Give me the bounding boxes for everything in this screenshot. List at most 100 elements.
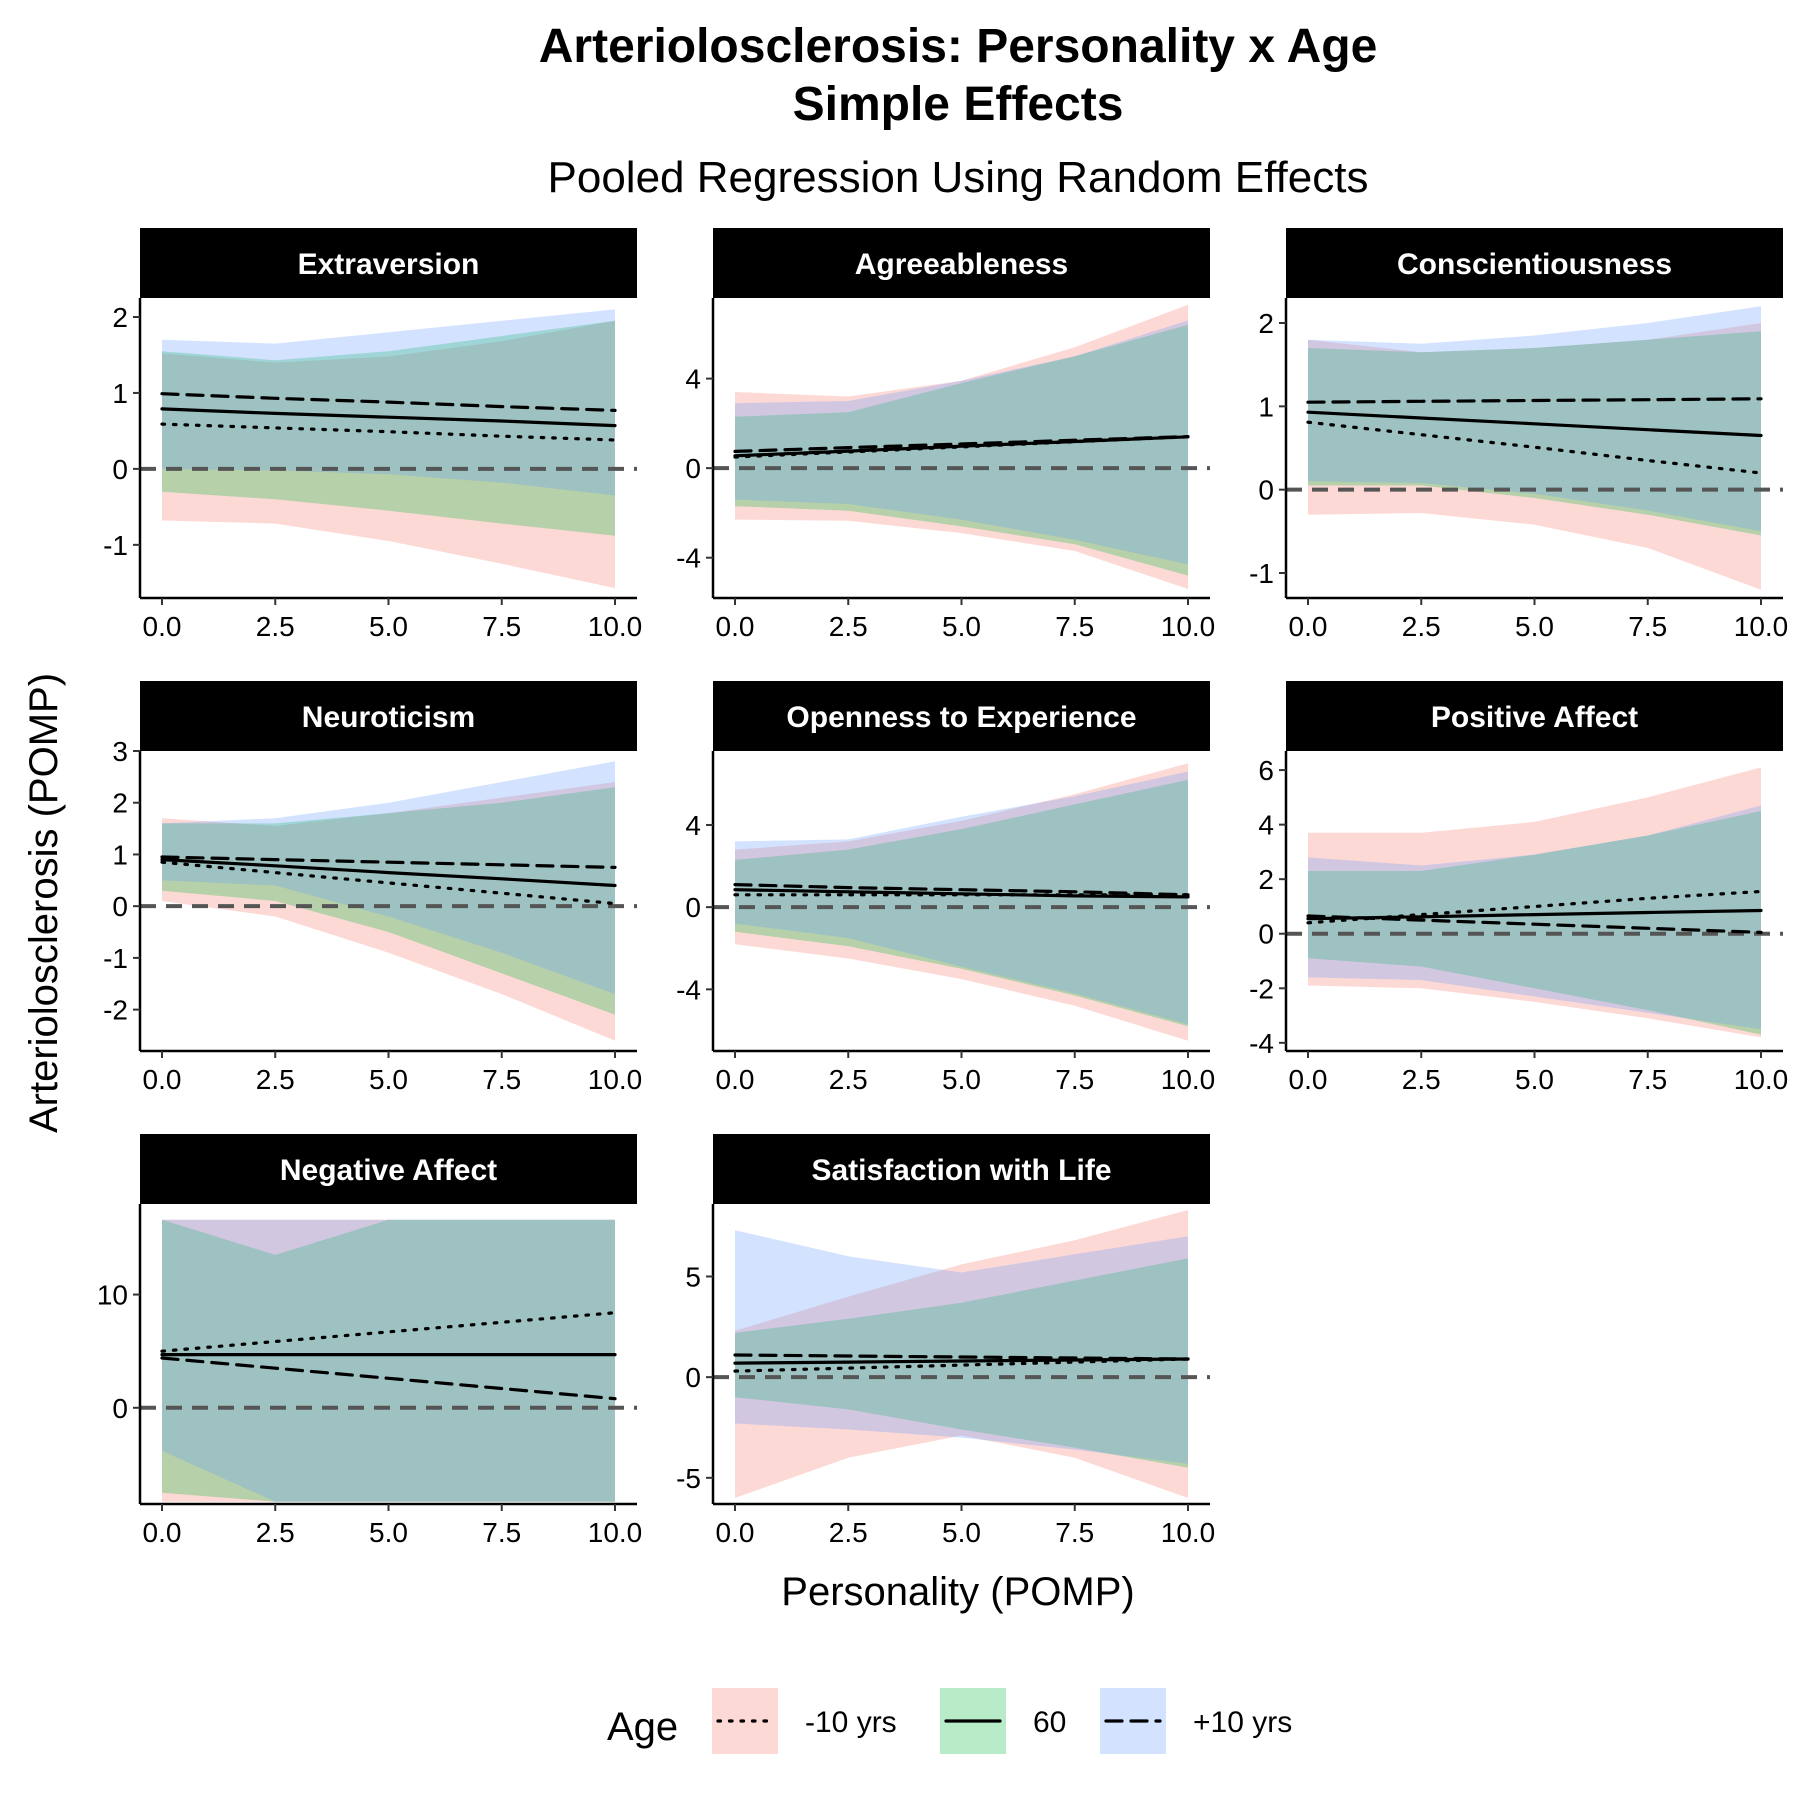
facet-strip-label: Openness to Experience bbox=[786, 701, 1136, 734]
facet-strip-label: Agreeableness bbox=[855, 248, 1068, 281]
y-tick-label: 1 bbox=[112, 378, 128, 409]
panel-agreeableness: Agreeableness -4 0 4 0.0 2.5 5.0 7.5 10.0 bbox=[676, 228, 1215, 642]
x-tick-label: 0.0 bbox=[716, 1064, 755, 1095]
facet-strip bbox=[713, 1134, 1210, 1204]
x-tick-label: 5.0 bbox=[369, 1064, 408, 1095]
y-tick-label: 0 bbox=[685, 892, 701, 923]
plot-area bbox=[713, 1210, 1210, 1498]
x-tick-label: 2.5 bbox=[256, 1064, 295, 1095]
y-tick-label: 0 bbox=[112, 891, 128, 922]
ci-band-10-yrs bbox=[1308, 805, 1761, 1030]
y-tick-label: 4 bbox=[685, 364, 701, 395]
series-line-60 bbox=[160, 407, 617, 428]
x-tick-label: 5.0 bbox=[369, 611, 408, 642]
ci-band-10-yrs bbox=[162, 1219, 615, 1502]
y-tick-label: -4 bbox=[1249, 1028, 1274, 1059]
x-tick-label: 7.5 bbox=[482, 1517, 521, 1548]
y-tick-label: 2 bbox=[112, 788, 128, 819]
ci-band-10-yrs bbox=[735, 1230, 1188, 1464]
x-tick-label: 10.0 bbox=[1734, 1064, 1789, 1095]
x-tick-label: 0.0 bbox=[716, 611, 755, 642]
y-tick-label: 1 bbox=[112, 839, 128, 870]
x-tick-label: 7.5 bbox=[482, 1064, 521, 1095]
y-tick-label: 0 bbox=[112, 1393, 128, 1424]
ci-band-10-yrs bbox=[162, 1219, 615, 1502]
x-tick-label: 7.5 bbox=[1055, 1064, 1094, 1095]
ci-band-10-yrs bbox=[1308, 323, 1761, 590]
y-tick-label: 4 bbox=[685, 810, 701, 841]
facet-strip-label: Conscientiousness bbox=[1397, 248, 1672, 281]
ci-band-60 bbox=[735, 1258, 1188, 1468]
ci-band-60 bbox=[1308, 331, 1761, 536]
chart-title: Arteriolosclerosis: Personality x Age bbox=[539, 20, 1378, 73]
series-line-10-yrs bbox=[1306, 914, 1763, 935]
panel-satisfaction-with-life: Satisfaction with Life -5 0 5 0.0 2.5 5.0 7.5 10… bbox=[676, 1134, 1215, 1548]
legend-title: Age bbox=[607, 1705, 678, 1749]
x-tick-label: 0.0 bbox=[1289, 1064, 1328, 1095]
panel-neuroticism: Neuroticism -2 -1 0 1 2 3 0.0 2.5 5.0 7.5 10.0 bbox=[103, 681, 642, 1095]
series-line-10-yrs bbox=[160, 1311, 617, 1353]
y-tick-label: 2 bbox=[1258, 308, 1274, 339]
y-tick-label: -4 bbox=[676, 974, 701, 1005]
y-tick-label: 0 bbox=[685, 1362, 701, 1393]
y-tick-label: 2 bbox=[112, 302, 128, 333]
ci-band-10-yrs bbox=[735, 771, 1188, 1025]
y-tick-label: 0 bbox=[1258, 919, 1274, 950]
legend-label: 60 bbox=[1033, 1706, 1066, 1739]
ci-band-60 bbox=[735, 324, 1188, 576]
ci-band-10-yrs bbox=[1308, 767, 1761, 1038]
x-tick-label: 0.0 bbox=[143, 1064, 182, 1095]
facet-strip bbox=[140, 681, 637, 751]
y-tick-label: 1 bbox=[1258, 391, 1274, 422]
y-tick-label: -5 bbox=[676, 1463, 701, 1494]
x-tick-label: 5.0 bbox=[942, 1064, 981, 1095]
facet-strip bbox=[713, 681, 1210, 751]
ci-band-60 bbox=[162, 787, 615, 1015]
facet-strip bbox=[140, 1134, 637, 1204]
x-tick-label: 0.0 bbox=[143, 1517, 182, 1548]
y-axis-title: Arteriolosclerosis (POMP) bbox=[22, 673, 66, 1133]
facet-strip bbox=[1286, 228, 1783, 298]
y-tick-label: 3 bbox=[112, 736, 128, 767]
facet-strip-label: Negative Affect bbox=[280, 1154, 497, 1187]
facet-strip-label: Neuroticism bbox=[302, 701, 475, 734]
facet-strip bbox=[713, 228, 1210, 298]
series-line-10-yrs bbox=[1306, 420, 1763, 475]
y-tick-label: 2 bbox=[1258, 864, 1274, 895]
ci-band-10-yrs bbox=[735, 1210, 1188, 1498]
y-tick-label: -1 bbox=[103, 530, 128, 561]
legend-label: -10 yrs bbox=[805, 1706, 897, 1739]
x-tick-label: 7.5 bbox=[482, 611, 521, 642]
series-line-10-yrs bbox=[733, 435, 1190, 453]
ci-band-10-yrs bbox=[162, 761, 615, 995]
ci-band-10-yrs bbox=[162, 782, 615, 1041]
legend-item-10-yrs: +10 yrs bbox=[1100, 1688, 1292, 1754]
y-tick-label: -1 bbox=[1249, 558, 1274, 589]
series-line-10-yrs bbox=[160, 392, 617, 412]
plot-area bbox=[713, 304, 1210, 589]
panel-negative-affect: Negative Affect 0 10 0.0 2.5 5.0 7.5 10.0 bbox=[97, 1134, 642, 1548]
chart-subtitle: Pooled Regression Using Random Effects bbox=[548, 153, 1369, 202]
ci-band-10-yrs bbox=[162, 320, 615, 589]
x-tick-label: 10.0 bbox=[1161, 1064, 1216, 1095]
chart-title-line2: Simple Effects bbox=[793, 78, 1124, 131]
x-tick-label: 5.0 bbox=[942, 1517, 981, 1548]
y-tick-label: 0 bbox=[112, 454, 128, 485]
series-line-10-yrs bbox=[160, 1356, 617, 1401]
facet-strip bbox=[1286, 681, 1783, 751]
x-tick-label: 5.0 bbox=[1515, 611, 1554, 642]
x-tick-label: 5.0 bbox=[369, 1517, 408, 1548]
x-tick-label: 0.0 bbox=[143, 611, 182, 642]
x-tick-label: 7.5 bbox=[1628, 1064, 1667, 1095]
plot-area bbox=[140, 761, 637, 1041]
y-tick-label: -4 bbox=[676, 543, 701, 574]
x-tick-label: 2.5 bbox=[256, 611, 295, 642]
y-tick-label: -1 bbox=[103, 943, 128, 974]
y-tick-label: 5 bbox=[685, 1261, 701, 1292]
panel-conscientiousness: Conscientiousness -1 0 1 2 0.0 2.5 5.0 7.5 10.0 bbox=[1249, 228, 1788, 642]
series-line-10-yrs bbox=[733, 882, 1190, 897]
facet-strip bbox=[140, 228, 637, 298]
y-tick-label: -2 bbox=[103, 995, 128, 1026]
